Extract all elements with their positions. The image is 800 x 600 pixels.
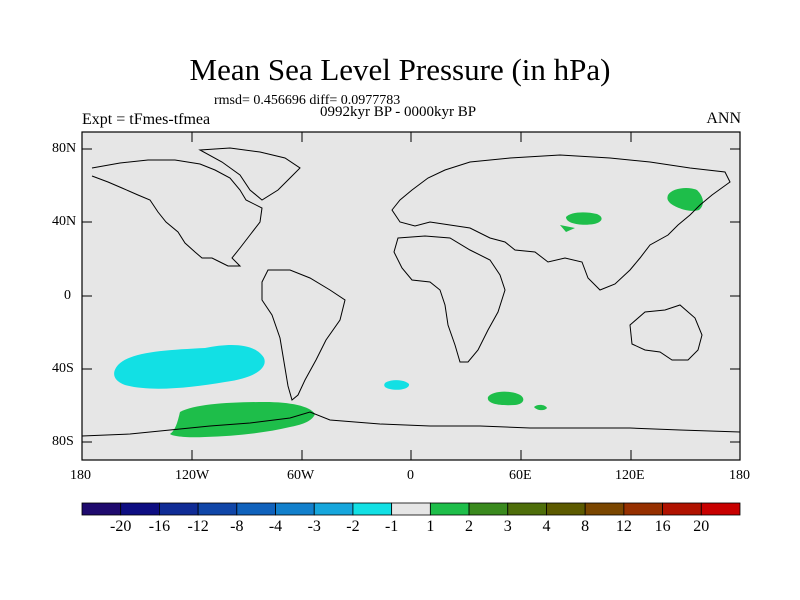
colorbar-label: -3 <box>307 518 321 535</box>
colorbar-swatch <box>507 502 547 516</box>
colorbar-label: 8 <box>581 518 590 535</box>
south-america-coast <box>261 269 346 401</box>
east-siberia-positive-fill <box>667 187 703 211</box>
colorbar-swatch <box>546 502 586 516</box>
colorbar-label: 3 <box>503 518 512 535</box>
lat-tick-label: 80N <box>52 141 77 156</box>
lat-tick-label: 40N <box>52 214 77 229</box>
colorbar-label: -20 <box>110 518 132 535</box>
colorbar-swatch <box>429 502 470 516</box>
antarctica-coast <box>81 411 741 437</box>
axis-ticks <box>82 132 740 460</box>
colorbar-label: -8 <box>230 518 244 535</box>
central-asia-positive-fill <box>560 212 602 232</box>
experiment-label: Expt = tFmes-tfmea <box>82 111 211 128</box>
africa-coast <box>393 235 506 363</box>
colorbar-swatch <box>81 502 122 516</box>
colorbar-label: 20 <box>693 518 710 535</box>
colorbar-swatch <box>236 502 276 516</box>
australia-coast <box>629 304 703 361</box>
lon-tick-label: 60E <box>509 468 532 483</box>
colorbar-label: 12 <box>615 518 632 535</box>
colorbar-swatch <box>468 502 509 516</box>
colorbar-swatch <box>352 502 393 516</box>
page-title: Mean Sea Level Pressure (in hPa) <box>189 52 611 87</box>
south-pacific-negative-fill <box>114 345 265 389</box>
lat-tick-label: 80S <box>52 434 74 449</box>
colorbar-label: -2 <box>346 518 360 535</box>
season-label: ANN <box>706 110 741 127</box>
lon-tick-label: 0 <box>407 468 414 483</box>
colorbar-swatch <box>313 502 354 516</box>
coastlines <box>81 147 741 437</box>
colorbar-swatch <box>275 502 315 516</box>
colorbar-swatch <box>391 502 431 516</box>
colorbar-swatch <box>120 502 160 516</box>
colorbar-label: -16 <box>148 518 171 535</box>
colorbar-label: 4 <box>542 518 551 535</box>
lon-tick-label: 180 <box>729 468 750 483</box>
lon-tick-label: 120W <box>175 468 210 483</box>
lat-tick-label: 40S <box>52 361 74 376</box>
lat-tick-label: 0 <box>64 288 71 303</box>
colorbar-label: 1 <box>426 518 435 535</box>
colorbar-label: -12 <box>187 518 209 535</box>
colorbar-label: -1 <box>384 518 399 535</box>
map-background <box>82 132 740 460</box>
indian-ocean-positive-fill <box>487 391 524 406</box>
south-atlantic-negative-fill <box>384 380 410 390</box>
colorbar-label: 2 <box>465 518 474 535</box>
colorbar <box>81 502 741 516</box>
indian-ocean-small-fill <box>534 404 547 411</box>
lon-tick-label: 60W <box>287 468 315 483</box>
arctic-islands-coast <box>198 147 301 201</box>
lon-tick-label: 180 <box>70 468 91 483</box>
colorbar-swatch <box>623 502 663 516</box>
colorbar-swatch <box>159 502 199 516</box>
anomaly-fills <box>114 187 703 438</box>
colorbar-label: -4 <box>268 518 283 535</box>
colorbar-swatch <box>197 502 238 516</box>
lon-tick-label: 120E <box>615 468 645 483</box>
colorbar-swatch <box>700 502 741 516</box>
southern-ocean-positive-fill <box>170 402 315 438</box>
stats-label: rmsd= 0.456696 diff= 0.0977783 <box>214 93 401 108</box>
europe-asia-coast <box>391 154 731 291</box>
colorbar-swatch <box>662 502 702 516</box>
north-america-coast <box>91 159 263 267</box>
colorbar-swatch <box>584 502 625 516</box>
period-label: 0992kyr BP - 0000kyr BP <box>320 104 477 120</box>
colorbar-label: 16 <box>654 518 671 535</box>
